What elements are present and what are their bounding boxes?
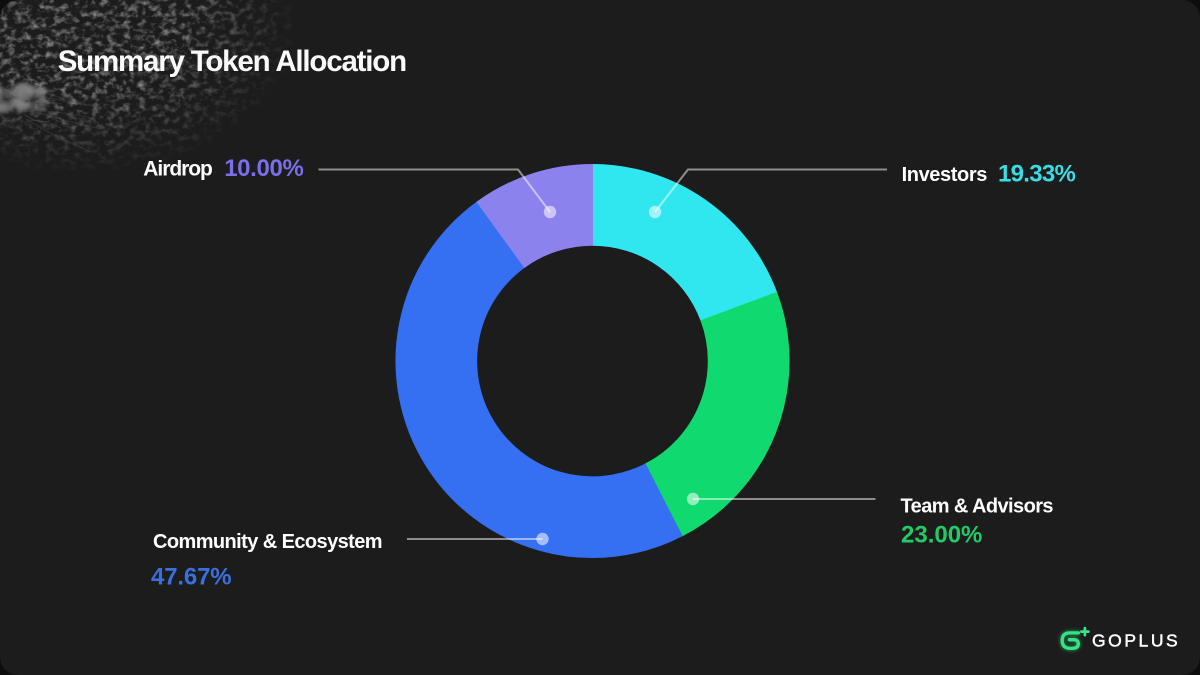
svg-text:Team & Advisors: Team & Advisors <box>901 496 1054 518</box>
svg-text:Airdrop: Airdrop <box>143 158 212 181</box>
svg-text:47.67%: 47.67% <box>151 564 232 591</box>
svg-text:10.00%: 10.00% <box>224 155 303 182</box>
svg-text:Community & Ecosystem: Community & Ecosystem <box>153 531 382 553</box>
svg-text:Summary Token Allocation: Summary Token Allocation <box>58 45 406 78</box>
svg-text:Investors: Investors <box>902 164 988 186</box>
svg-text:GOPLUS: GOPLUS <box>1092 631 1180 651</box>
svg-text:23.00%: 23.00% <box>901 522 982 549</box>
svg-text:19.33%: 19.33% <box>998 161 1076 188</box>
